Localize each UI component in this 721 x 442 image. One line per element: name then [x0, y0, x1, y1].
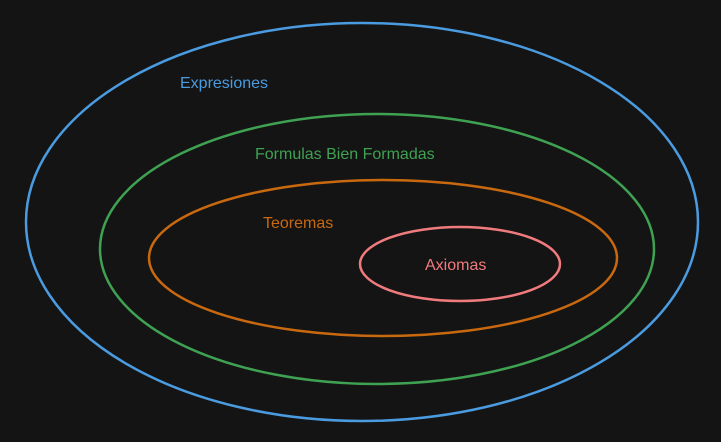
expresiones-ellipse [24, 21, 700, 423]
teoremas-ellipse [147, 178, 619, 338]
formulas-label: Formulas Bien Formadas [255, 146, 435, 163]
axiomas-ellipse [358, 225, 562, 303]
formulas-ellipse [98, 112, 656, 386]
teoremas-label: Teoremas [263, 215, 333, 232]
axiomas-label: Axiomas [425, 257, 486, 274]
expresiones-label: Expresiones [180, 75, 268, 92]
